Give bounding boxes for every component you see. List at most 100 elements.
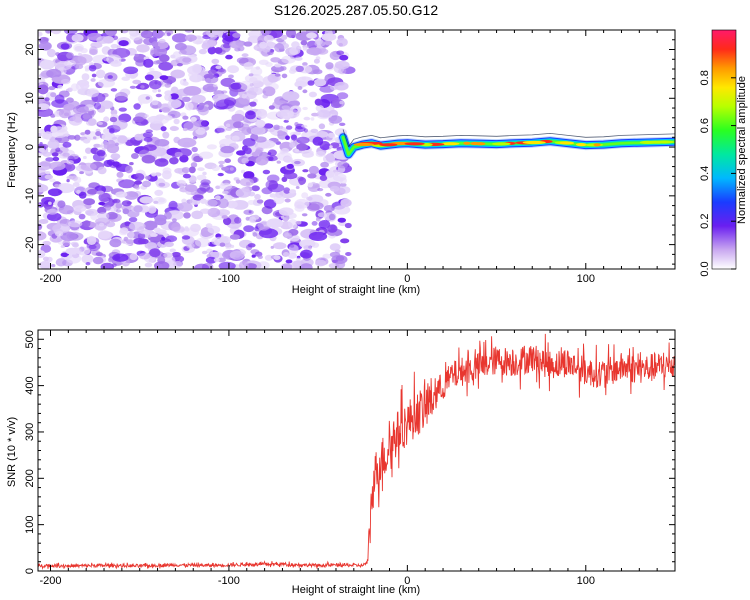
noise-blob (273, 255, 281, 261)
noise-blob (51, 264, 56, 268)
noise-blob (100, 100, 114, 109)
heatmap-ylabel: Frequency (Hz) (6, 112, 18, 188)
noise-blob (301, 124, 308, 128)
noise-blob (328, 115, 343, 124)
noise-blob (184, 184, 198, 193)
noise-blob (227, 65, 240, 74)
noise-blob (191, 63, 202, 74)
noise-blob (229, 250, 245, 260)
ridge-hotspot (470, 141, 480, 146)
noise-blob (79, 82, 90, 90)
noise-blob (306, 47, 322, 56)
colorbar-tick-label: 0.8 (699, 70, 711, 85)
noise-blob (162, 167, 172, 174)
y-tick-label: 300 (24, 423, 36, 441)
noise-blob (66, 179, 70, 183)
noise-blob (335, 260, 346, 269)
noise-blob (288, 100, 300, 107)
noise-blob (286, 163, 294, 169)
noise-blob (300, 40, 308, 46)
noise-blob (195, 127, 206, 135)
noise-blob (144, 262, 153, 268)
noise-blob (315, 131, 329, 138)
noise-blob (67, 135, 77, 140)
ridge-hotspot (575, 143, 587, 147)
noise-blob (87, 88, 99, 98)
noise-blob (132, 79, 142, 85)
noise-blob (105, 221, 116, 228)
noise-blob (105, 30, 117, 37)
noise-blob (145, 175, 151, 180)
noise-blob (127, 231, 135, 239)
noise-blob (228, 74, 234, 79)
noise-blob (340, 198, 352, 207)
noise-blob (98, 192, 111, 202)
noise-blob (296, 136, 310, 144)
noise-blob (108, 128, 115, 134)
noise-blob (143, 137, 153, 142)
noise-blob (321, 33, 337, 42)
noise-blob (302, 62, 308, 66)
colorbar-label: Normalized spectral amplitude (736, 76, 748, 224)
noise-blob (152, 88, 158, 93)
noise-blob (276, 151, 292, 161)
noise-blob (312, 69, 323, 75)
noise-blob (75, 63, 84, 70)
noise-blob (243, 225, 255, 233)
noise-blob (70, 83, 79, 92)
noise-blob (164, 115, 173, 121)
noise-blob (112, 119, 128, 130)
snr-ylabel: SNR (10 * v/v) (6, 417, 18, 487)
noise-blob (198, 48, 207, 55)
noise-blob (313, 78, 327, 87)
noise-blob (242, 138, 256, 147)
noise-blob (177, 202, 193, 212)
noise-blob (164, 83, 171, 88)
ridge-hotspot (639, 140, 656, 144)
noise-blob (90, 147, 99, 155)
noise-blob (80, 162, 97, 171)
noise-blob (38, 203, 41, 207)
noise-blob (137, 232, 146, 240)
noise-blob (122, 208, 130, 215)
noise-blob (214, 47, 223, 54)
noise-blob (74, 46, 84, 51)
noise-blob (229, 234, 240, 240)
noise-blob (222, 190, 229, 195)
y-tick-label: -20 (24, 237, 36, 253)
noise-blob (327, 224, 338, 233)
noise-blob (313, 58, 320, 64)
noise-blob (55, 60, 72, 71)
y-tick-label: -10 (24, 188, 36, 204)
noise-blob (208, 69, 217, 75)
noise-blob (169, 157, 179, 165)
noise-blob (324, 40, 333, 46)
noise-blob (339, 54, 349, 61)
noise-blob (83, 155, 87, 160)
noise-blob (161, 107, 171, 113)
noise-blob (197, 167, 205, 172)
noise-blob (110, 44, 119, 49)
noise-blob (325, 62, 334, 70)
noise-blob (46, 256, 53, 262)
noise-blob (62, 152, 70, 157)
noise-blob (220, 43, 231, 53)
noise-blob (60, 43, 70, 50)
noise-blob (199, 102, 205, 106)
noise-blob (285, 259, 293, 264)
colorbar-gradient (712, 30, 736, 269)
noise-blob (279, 125, 284, 129)
noise-blob (96, 190, 104, 195)
noise-blob (198, 151, 214, 159)
noise-blob (91, 73, 97, 78)
noise-blob (181, 167, 190, 174)
noise-blob (215, 185, 221, 190)
noise-blob (49, 178, 56, 183)
noise-blob (162, 131, 170, 139)
noise-blob (71, 34, 84, 42)
noise-blob (98, 201, 106, 206)
noise-blob (285, 135, 290, 140)
x-tick-label: 0 (404, 273, 410, 285)
noise-blob (100, 262, 115, 269)
noise-blob (258, 228, 279, 239)
